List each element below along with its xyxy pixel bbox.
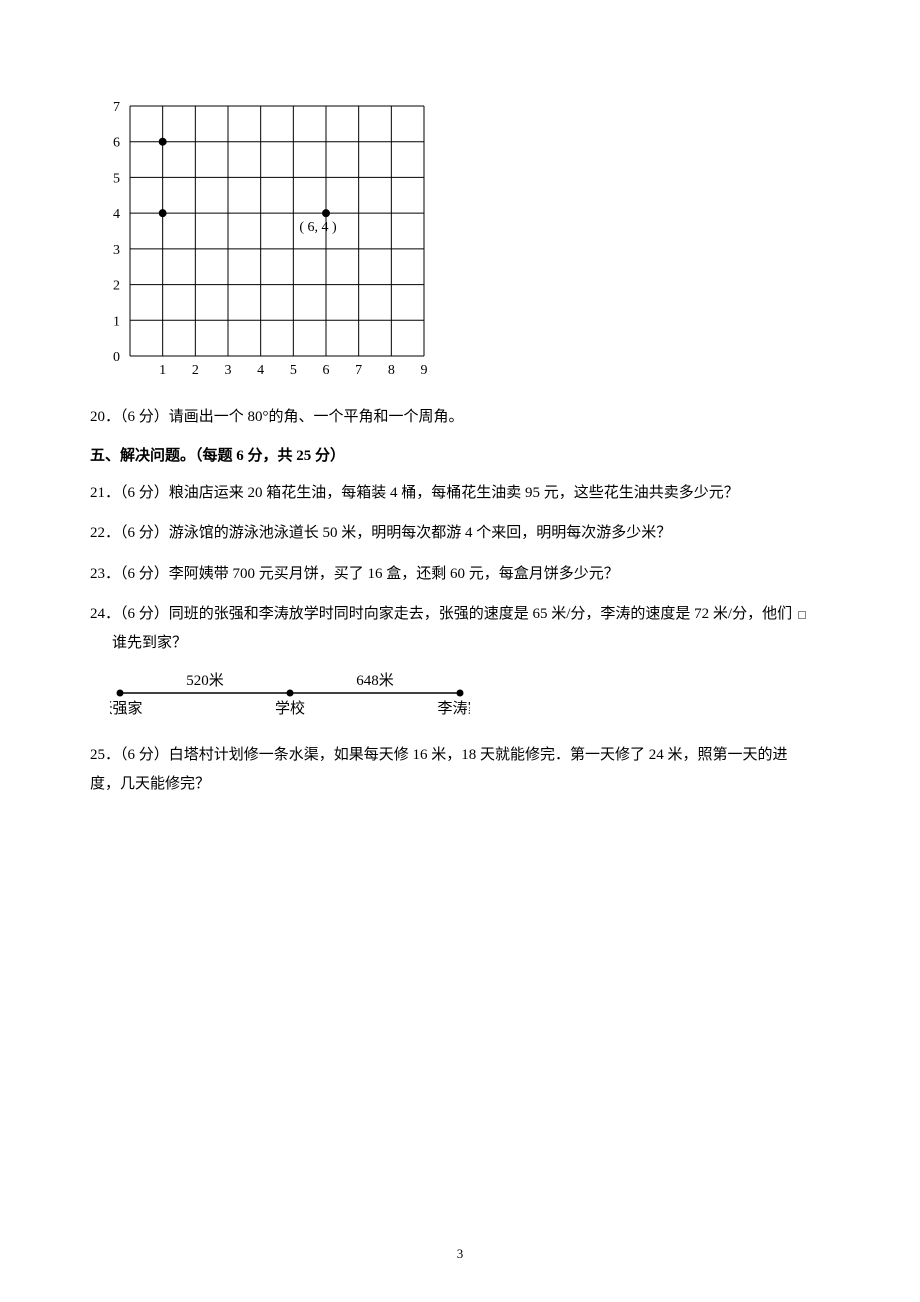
svg-text:( 6, 4 ): ( 6, 4 ) bbox=[299, 220, 337, 235]
svg-text:5: 5 bbox=[113, 171, 120, 186]
q21-text: 粮油店运来 20 箱花生油，每箱装 4 桶，每桶花生油卖 95 元，这些花生油共… bbox=[169, 485, 739, 501]
svg-text:张强家: 张强家 bbox=[110, 700, 143, 717]
question-25: 25．（6 分）白塔村计划修一条水渠，如果每天修 16 米，18 天就能修完．第… bbox=[90, 741, 830, 798]
q25-prefix: 25．（6 分） bbox=[90, 747, 169, 763]
q23-text: 李阿姨带 700 元买月饼，买了 16 盒，还剩 60 元，每盒月饼多少元？ bbox=[169, 566, 619, 582]
section-5-title: 五、解决问题。（每题 6 分，共 25 分） bbox=[90, 448, 345, 464]
svg-text:1: 1 bbox=[113, 314, 120, 329]
svg-text:8: 8 bbox=[388, 363, 395, 378]
svg-text:7: 7 bbox=[355, 363, 362, 378]
svg-text:6: 6 bbox=[113, 136, 120, 151]
diagram-svg: 520米 648米张强家 学校 李涛家 bbox=[110, 669, 470, 724]
svg-text:4: 4 bbox=[113, 207, 120, 222]
svg-text:7: 7 bbox=[113, 100, 120, 115]
q20-text: 请画出一个 80°的角、一个平角和一个周角。 bbox=[169, 409, 464, 425]
q20-prefix: 20．（6 分） bbox=[90, 409, 169, 425]
svg-text:2: 2 bbox=[113, 279, 120, 294]
distance-diagram: 520米 648米张强家 学校 李涛家 bbox=[110, 669, 830, 729]
q24-line2: 谁先到家？ bbox=[90, 629, 830, 658]
svg-text:648米: 648米 bbox=[356, 672, 394, 689]
section-5-header: 五、解决问题。（每题 6 分，共 25 分） bbox=[90, 444, 830, 465]
question-22: 22．（6 分）游泳馆的游泳池泳道长 50 米，明明每次都游 4 个来回，明明每… bbox=[90, 519, 830, 548]
q25-text1: 白塔村计划修一条水渠，如果每天修 16 米，18 天就能修完．第一天修了 24 … bbox=[169, 747, 788, 763]
svg-text:1: 1 bbox=[159, 363, 166, 378]
svg-text:学校: 学校 bbox=[275, 700, 305, 717]
q24-text2: 谁先到家？ bbox=[112, 635, 187, 651]
q24-text1: 同班的张强和李涛放学时同时向家走去，张强的速度是 65 米/分，李涛的速度是 7… bbox=[169, 606, 792, 622]
q21-prefix: 21．（6 分） bbox=[90, 485, 169, 501]
svg-text:9: 9 bbox=[421, 363, 428, 378]
question-24: 24．（6 分）同班的张强和李涛放学时同时向家走去，张强的速度是 65 米/分，… bbox=[90, 600, 830, 657]
q23-prefix: 23．（6 分） bbox=[90, 566, 169, 582]
question-21: 21．（6 分）粮油店运来 20 箱花生油，每箱装 4 桶，每桶花生油卖 95 … bbox=[90, 479, 830, 508]
grid-svg: 1 2 3 4 5 6 7 8 9 0 1 2 3 4 5 6 7 ( 6, 4 ) bbox=[100, 100, 430, 380]
svg-text:5: 5 bbox=[290, 363, 297, 378]
q25-text2: 度，几天能修完？ bbox=[90, 776, 210, 792]
svg-text:3: 3 bbox=[113, 243, 120, 258]
question-20: 20．（6 分）请画出一个 80°的角、一个平角和一个周角。 bbox=[90, 403, 830, 432]
svg-text:6: 6 bbox=[323, 363, 330, 378]
svg-text:3: 3 bbox=[225, 363, 232, 378]
question-23: 23．（6 分）李阿姨带 700 元买月饼，买了 16 盒，还剩 60 元，每盒… bbox=[90, 560, 830, 589]
coordinate-grid-chart: 1 2 3 4 5 6 7 8 9 0 1 2 3 4 5 6 7 ( 6, 4 ) bbox=[100, 100, 830, 385]
q22-text: 游泳馆的游泳池泳道长 50 米，明明每次都游 4 个来回，明明每次游多少米？ bbox=[169, 525, 672, 541]
q25-line2: 度，几天能修完？ bbox=[90, 770, 830, 799]
marker-icon bbox=[798, 611, 806, 619]
svg-text:0: 0 bbox=[113, 350, 120, 365]
q24-prefix: 24．（6 分） bbox=[90, 606, 169, 622]
svg-text:4: 4 bbox=[257, 363, 264, 378]
page-number: 3 bbox=[457, 1246, 464, 1262]
q22-prefix: 22．（6 分） bbox=[90, 525, 169, 541]
svg-text:2: 2 bbox=[192, 363, 199, 378]
svg-text:李涛家: 李涛家 bbox=[437, 700, 470, 717]
svg-text:520米: 520米 bbox=[186, 672, 224, 689]
